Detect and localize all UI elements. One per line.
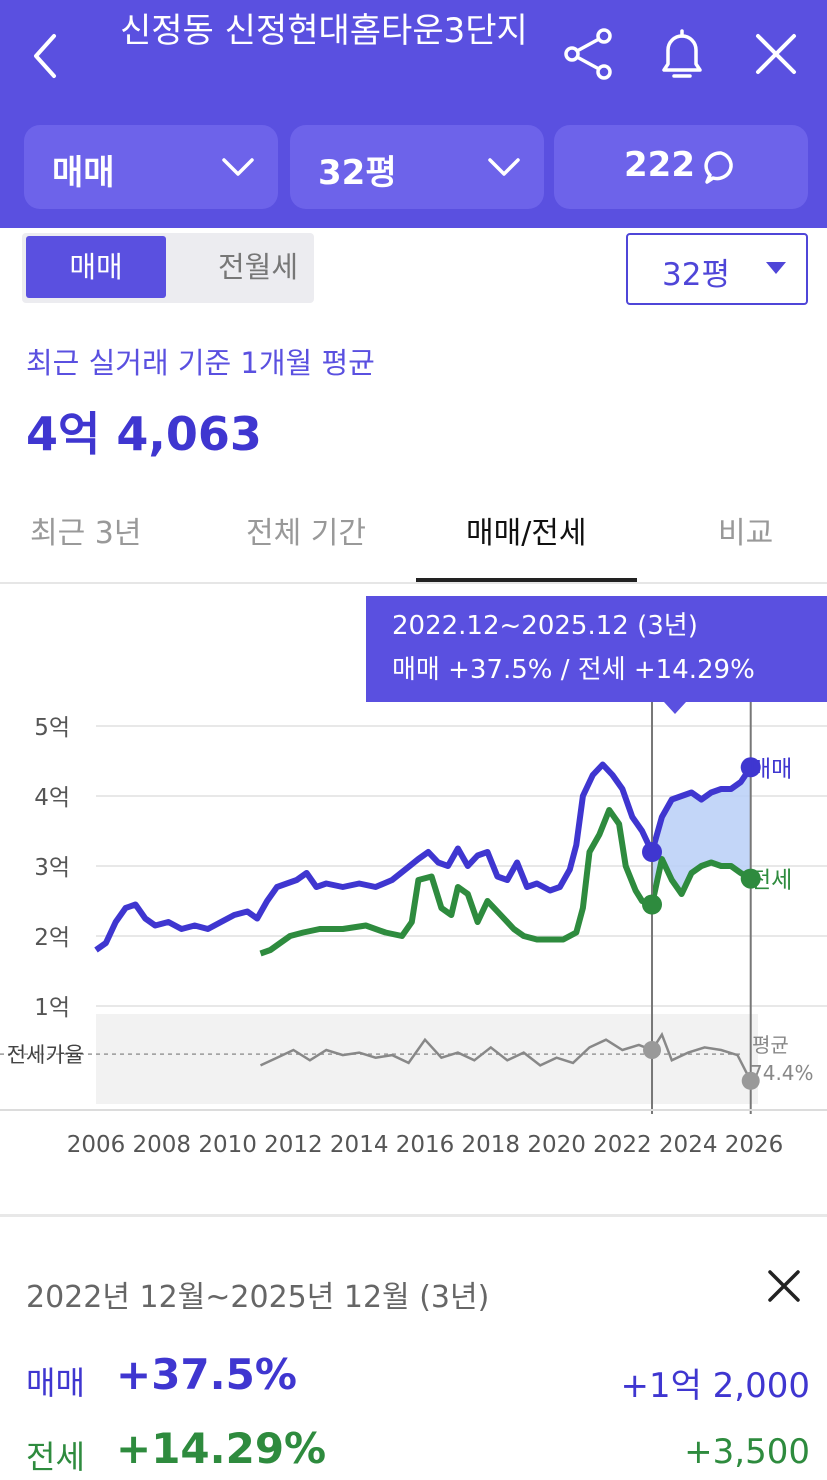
- trade-type-label: 매매: [52, 153, 115, 193]
- comment-count: 222: [624, 145, 695, 185]
- tab-recent-3y[interactable]: 최근 3년: [30, 516, 142, 551]
- y-tick-label: 4억: [34, 785, 70, 811]
- close-icon: [768, 1270, 800, 1302]
- x-tick-label: 2020: [527, 1132, 586, 1158]
- size-filter-label: 32평: [318, 153, 397, 193]
- chevron-left-icon: [34, 34, 56, 78]
- ratio-start-point: [643, 1041, 662, 1059]
- summary-close-button[interactable]: [762, 1264, 806, 1308]
- caret-down-icon: [766, 262, 786, 274]
- tab-all-period[interactable]: 전체 기간: [246, 516, 366, 551]
- notification-button[interactable]: [650, 22, 714, 86]
- summary-jeonse-pct: +14.29%: [116, 1424, 327, 1473]
- sale-start-point: [642, 842, 663, 862]
- section-divider: [0, 1214, 827, 1217]
- app-header: 신정동 신정현대홈타운3단지 매매 32평: [0, 0, 827, 228]
- size-select-value: 32평: [662, 257, 730, 293]
- segment-rent[interactable]: 전월세: [217, 250, 299, 284]
- series-line-ratio: [259, 1031, 752, 1082]
- series-line-jeonse: [259, 807, 753, 957]
- tooltip-pointer: [664, 702, 686, 714]
- sale-series-label: 매매: [750, 756, 792, 782]
- jeonse-series-label: 전세: [750, 868, 792, 894]
- x-tick-label: 2022: [593, 1132, 652, 1158]
- size-filter[interactable]: 32평: [290, 125, 544, 209]
- comments-button[interactable]: 222: [554, 125, 808, 209]
- bell-icon: [662, 29, 702, 78]
- sale-end-point: [740, 757, 761, 778]
- x-tick-label: 2010: [198, 1132, 257, 1158]
- average-value: 74.4%: [750, 1061, 814, 1085]
- summary-row-sale: 매매 +37.5% +1억 2,000: [26, 1350, 810, 1406]
- x-tick-label: 2026: [725, 1132, 784, 1158]
- close-icon: [756, 34, 796, 74]
- page-title: 신정동 신정현대홈타운3단지: [120, 11, 528, 51]
- x-tick-label: 2008: [133, 1132, 192, 1158]
- segment-sale[interactable]: 매매: [26, 236, 166, 298]
- tooltip-box: [366, 596, 827, 702]
- chat-bubble-icon: [704, 151, 733, 184]
- summary-jeonse-name: 전세: [26, 1438, 85, 1476]
- x-tick-label: 2016: [396, 1132, 455, 1158]
- share-icon: [564, 28, 612, 80]
- jeonse-end-point: [740, 868, 761, 889]
- summary-sale-name: 매매: [26, 1364, 85, 1402]
- trade-type-filter[interactable]: 매매: [24, 125, 278, 209]
- size-select[interactable]: 32평: [626, 233, 808, 305]
- y-tick-label: 3억: [34, 855, 70, 881]
- highlight-area: [652, 767, 751, 905]
- jeonse-start-point: [642, 894, 663, 915]
- share-button[interactable]: [556, 22, 620, 86]
- average-label: 평균: [752, 1033, 789, 1057]
- y-tick-label: 1억: [34, 995, 70, 1021]
- price-basis-label: 최근 실거래 기준 1개월 평균: [26, 346, 375, 380]
- average-price: 4억 4,063: [26, 407, 262, 461]
- tooltip-detail: 매매 +37.5% / 전세 +14.29%: [392, 655, 755, 685]
- ratio-band: [96, 1014, 758, 1104]
- y-tick-label: 5억: [34, 715, 70, 741]
- chevron-down-icon: [222, 158, 254, 176]
- close-button[interactable]: [744, 22, 808, 86]
- x-tick-label: 2012: [264, 1132, 323, 1158]
- ratio-end-point: [741, 1071, 760, 1090]
- x-tick-label: 2014: [330, 1132, 389, 1158]
- summary-range: 2022년 12월~2025년 12월 (3년): [26, 1280, 490, 1315]
- summary-sale-amount: +1억 2,000: [620, 1366, 810, 1406]
- back-button[interactable]: [22, 22, 82, 86]
- x-tick-label: 2024: [659, 1132, 718, 1158]
- period-tabs: 최근 3년 전체 기간 매매/전세 비교: [0, 480, 827, 584]
- tab-compare[interactable]: 비교: [718, 516, 774, 551]
- chevron-down-icon: [488, 158, 520, 176]
- tooltip-range: 2022.12~2025.12 (3년): [392, 611, 698, 641]
- summary-row-jeonse: 전세 +14.29% +3,500: [26, 1424, 810, 1480]
- tab-sale-jeonse[interactable]: 매매/전세: [466, 516, 587, 551]
- x-tick-label: 2006: [67, 1132, 126, 1158]
- ratio-axis-label: 전세가율: [7, 1043, 84, 1067]
- summary-jeonse-amount: +3,500: [684, 1432, 810, 1472]
- trade-segment-control: 매매 전월세: [22, 233, 314, 303]
- active-tab-indicator: [416, 578, 637, 582]
- y-tick-label: 2억: [34, 925, 70, 951]
- x-tick-label: 2018: [462, 1132, 521, 1158]
- summary-sale-pct: +37.5%: [116, 1350, 297, 1399]
